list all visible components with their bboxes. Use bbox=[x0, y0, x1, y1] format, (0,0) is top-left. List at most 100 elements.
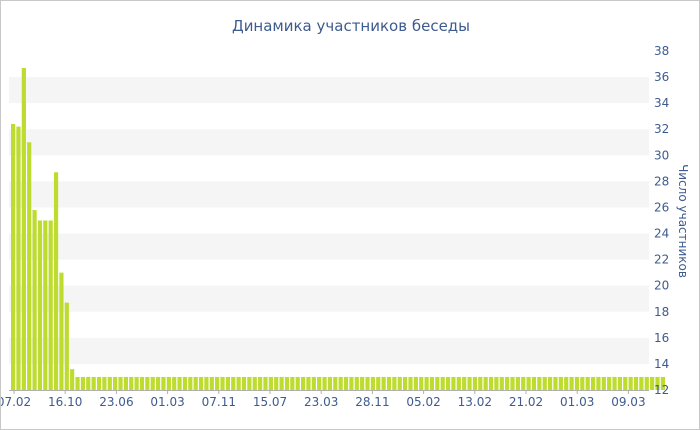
bar bbox=[32, 210, 37, 390]
bar bbox=[521, 376, 526, 390]
bar bbox=[123, 376, 128, 390]
bar bbox=[644, 376, 649, 390]
bar bbox=[462, 376, 467, 390]
grid-band bbox=[9, 129, 649, 156]
bar bbox=[161, 376, 166, 390]
bar bbox=[488, 376, 494, 390]
bar bbox=[177, 376, 182, 390]
bar bbox=[166, 376, 171, 390]
y-tick-label: 32 bbox=[654, 122, 669, 136]
bar bbox=[113, 376, 118, 390]
x-tick-label: 01.03 bbox=[560, 395, 594, 409]
bar bbox=[451, 376, 456, 390]
bar bbox=[424, 376, 429, 390]
bar bbox=[231, 376, 236, 390]
bar bbox=[612, 376, 617, 390]
bar bbox=[564, 376, 569, 390]
bar bbox=[80, 376, 86, 390]
bar bbox=[53, 172, 59, 390]
bar bbox=[553, 376, 558, 390]
bar bbox=[537, 376, 542, 390]
x-tick-label: 28.11 bbox=[355, 395, 389, 409]
bar bbox=[274, 376, 279, 390]
x-tick-label: 16.10 bbox=[48, 395, 82, 409]
bar bbox=[354, 376, 359, 390]
grid-band bbox=[9, 337, 649, 364]
bar bbox=[338, 376, 343, 390]
bar bbox=[16, 126, 21, 391]
bar bbox=[215, 376, 220, 390]
y-tick-label: 38 bbox=[654, 44, 669, 58]
bar bbox=[580, 376, 585, 390]
bar bbox=[472, 376, 478, 390]
bar bbox=[306, 376, 311, 390]
bar bbox=[11, 124, 16, 391]
bar bbox=[408, 376, 413, 390]
bar bbox=[204, 376, 209, 390]
bar bbox=[295, 376, 300, 390]
x-tick-label: 13.02 bbox=[458, 395, 492, 409]
bar bbox=[198, 376, 204, 390]
bar bbox=[386, 376, 392, 390]
bar bbox=[86, 376, 91, 390]
bar bbox=[43, 220, 48, 390]
bar bbox=[633, 376, 639, 390]
bar bbox=[397, 376, 402, 390]
bar bbox=[392, 376, 397, 390]
bar bbox=[403, 376, 408, 390]
bar bbox=[317, 376, 322, 390]
bar bbox=[145, 376, 150, 390]
bar bbox=[134, 376, 139, 390]
x-axis-ticks: 07.02 16.10 23.06 01.03 07.11 15.07 23.03 28.11… bbox=[1, 390, 646, 409]
bar bbox=[327, 376, 333, 390]
bar bbox=[628, 376, 633, 390]
bar bbox=[381, 376, 386, 390]
grid-band bbox=[9, 77, 649, 104]
y-axis-ticks: 12 14 16 18 20 22 24 26 28 30 32 34 36 38 bbox=[654, 44, 669, 397]
bar bbox=[365, 376, 370, 390]
bar bbox=[478, 376, 483, 390]
bar bbox=[499, 376, 504, 390]
x-tick-label: 07.02 bbox=[1, 395, 31, 409]
bar bbox=[526, 376, 531, 390]
bar bbox=[209, 376, 214, 390]
bar bbox=[64, 302, 69, 390]
bar bbox=[456, 376, 461, 390]
bar bbox=[440, 376, 445, 390]
bar bbox=[91, 376, 96, 390]
bar bbox=[349, 376, 354, 390]
y-tick-label: 34 bbox=[654, 96, 669, 110]
bar bbox=[360, 376, 365, 390]
y-tick-label: 12 bbox=[654, 383, 669, 397]
y-tick-label: 14 bbox=[654, 357, 669, 371]
bar bbox=[585, 376, 590, 390]
bar bbox=[655, 376, 660, 390]
y-tick-label: 20 bbox=[654, 279, 669, 293]
x-tick-label: 23.06 bbox=[99, 395, 133, 409]
bar bbox=[548, 376, 553, 390]
bar bbox=[531, 376, 537, 390]
bar bbox=[193, 376, 198, 390]
bar bbox=[322, 376, 327, 390]
bar bbox=[370, 376, 375, 390]
grid-band bbox=[9, 181, 649, 208]
bar bbox=[623, 376, 628, 390]
bar bbox=[515, 376, 520, 390]
bar bbox=[172, 376, 177, 390]
bar bbox=[300, 376, 306, 390]
bar bbox=[435, 376, 440, 390]
bar bbox=[48, 220, 53, 390]
bar bbox=[607, 376, 612, 390]
bar bbox=[150, 376, 155, 390]
bar bbox=[590, 376, 596, 390]
bar bbox=[445, 376, 451, 390]
bar bbox=[333, 376, 338, 390]
bar bbox=[107, 376, 112, 390]
bar bbox=[413, 376, 418, 390]
y-tick-label: 30 bbox=[654, 148, 669, 162]
x-tick-label: 01.03 bbox=[150, 395, 184, 409]
bar bbox=[225, 376, 230, 390]
y-tick-label: 26 bbox=[654, 201, 669, 215]
